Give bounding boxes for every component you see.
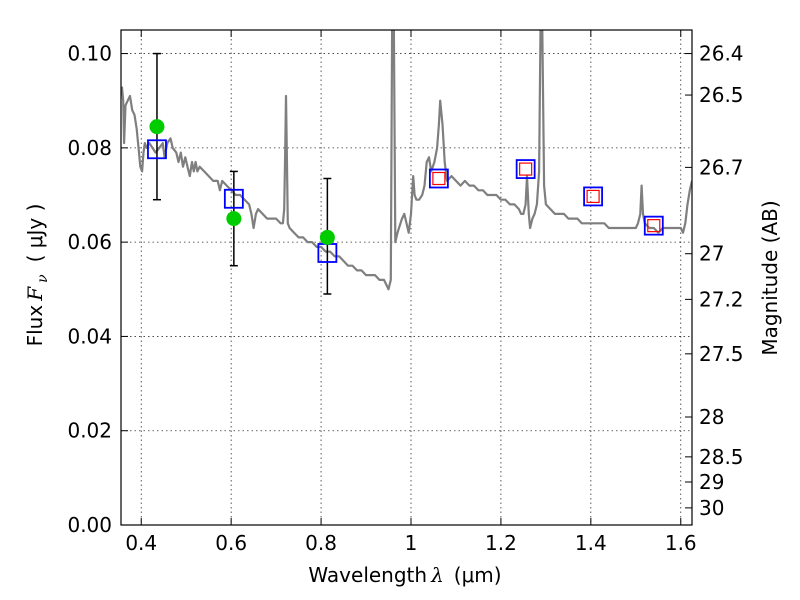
- y-tick-label: 0.04: [67, 324, 112, 348]
- observed-flux-point: [319, 229, 335, 245]
- ir-photometry-square: [647, 219, 661, 233]
- magnitude-tick-label: 27.2: [699, 287, 744, 311]
- model-photometry-square: [147, 139, 167, 160]
- x-axis-label-unit: (μm): [454, 563, 502, 587]
- model-photometry-square: [223, 188, 244, 209]
- x-axis-label: Wavelength λ (μm): [308, 563, 501, 587]
- observed-flux-point: [226, 211, 242, 227]
- magnitude-tick-label: 28.5: [699, 445, 744, 469]
- magnitude-tick-label: 30: [699, 496, 724, 520]
- axis-ticks: 0.4 0.6 0.8 1 1.2 1.4 1.6 0.00 0.02 0.04 0.06 0.08 0…: [67, 30, 744, 555]
- x-tick-label: 1.6: [665, 531, 697, 555]
- y-tick-label: 0.10: [67, 42, 112, 66]
- y-tick-label: 0.06: [67, 230, 112, 254]
- x-tick-label: 0.6: [215, 531, 247, 555]
- y-axis-label-unit: ( μJy ): [23, 204, 47, 263]
- data-points-layer: [147, 119, 664, 263]
- plot-frame: [120, 29, 693, 526]
- x-axis-label-text: Wavelength: [308, 563, 427, 587]
- y-tick-label: 0.02: [67, 419, 112, 443]
- magnitude-tick-label: 26.7: [699, 155, 744, 179]
- x-tick-label: 1.2: [485, 531, 517, 555]
- ir-photometry-square: [519, 162, 533, 176]
- model-photometry-square: [428, 168, 449, 189]
- ir-photometry-square: [586, 189, 600, 204]
- magnitude-tick-label: 27: [699, 242, 724, 266]
- y-axis-label-symbol-sub: ν: [35, 274, 51, 283]
- model-spectrum-layer: [121, 30, 692, 291]
- observed-flux-point: [149, 119, 165, 135]
- x-tick-label: 1: [405, 531, 418, 555]
- magnitude-tick-label: 26.4: [699, 42, 744, 66]
- x-axis-label-symbol: λ: [430, 563, 444, 587]
- magnitude-tick-label: 28: [699, 405, 724, 429]
- y-tick-label: 0.00: [67, 513, 112, 537]
- error-bars-layer: [152, 52, 332, 295]
- grid-lines: [121, 30, 692, 526]
- x-tick-label: 0.8: [305, 531, 337, 555]
- model-photometry-square: [643, 215, 664, 236]
- x-tick-label: 0.4: [125, 531, 157, 555]
- y-axis-label-text: Flux: [23, 305, 47, 347]
- x-tick-label: 1.4: [575, 531, 607, 555]
- ir-photometry-square: [432, 171, 446, 186]
- y-tick-label: 0.08: [67, 136, 112, 160]
- magnitude-tick-label: 29: [699, 470, 724, 494]
- magnitude-axis-label: Magnitude (AB): [758, 200, 782, 355]
- magnitude-tick-label: 27.5: [699, 342, 744, 366]
- magnitude-tick-label: 26.5: [699, 83, 744, 107]
- y-axis-label-symbol: F: [23, 286, 47, 302]
- y-axis-label: Flux F ν ( μJy ): [23, 204, 51, 347]
- model-spectrum-line: [121, 30, 692, 291]
- model-photometry-square: [515, 159, 536, 179]
- model-photometry-square: [583, 186, 603, 207]
